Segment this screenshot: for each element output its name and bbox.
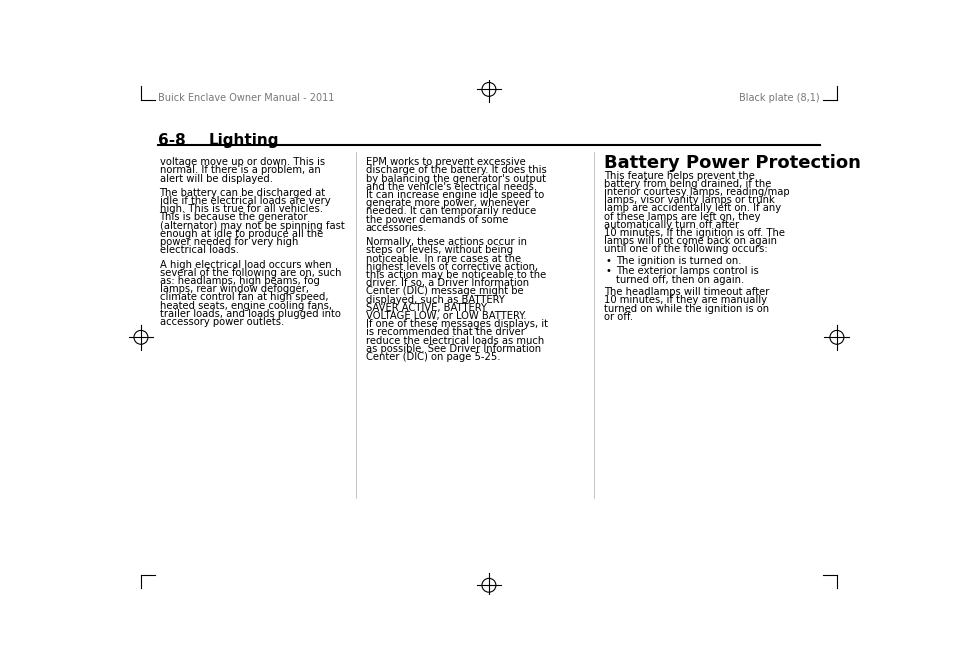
Text: or off.: or off. (603, 312, 632, 322)
Text: lamps, rear window defogger,: lamps, rear window defogger, (159, 284, 308, 294)
Text: highest levels of corrective action,: highest levels of corrective action, (365, 262, 537, 272)
Text: normal. If there is a problem, an: normal. If there is a problem, an (159, 166, 320, 176)
Text: Normally, these actions occur in: Normally, these actions occur in (365, 237, 526, 247)
Text: 10 minutes, if they are manually: 10 minutes, if they are manually (603, 295, 766, 305)
Text: battery from being drained, if the: battery from being drained, if the (603, 179, 770, 189)
Text: lamps will not come back on again: lamps will not come back on again (603, 236, 776, 246)
Text: several of the following are on, such: several of the following are on, such (159, 268, 340, 278)
Text: as possible. See Driver Information: as possible. See Driver Information (365, 344, 540, 354)
Text: VOLTAGE LOW, or LOW BATTERY.: VOLTAGE LOW, or LOW BATTERY. (365, 311, 526, 321)
Text: accessory power outlets.: accessory power outlets. (159, 317, 283, 327)
Text: as: headlamps, high beams, fog: as: headlamps, high beams, fog (159, 276, 319, 286)
Text: power needed for very high: power needed for very high (159, 237, 297, 247)
Text: alert will be displayed.: alert will be displayed. (159, 174, 273, 184)
Text: lamps, visor vanity lamps or trunk: lamps, visor vanity lamps or trunk (603, 195, 774, 205)
Text: and the vehicle's electrical needs.: and the vehicle's electrical needs. (365, 182, 537, 192)
Text: Center (DIC) on page 5-25.: Center (DIC) on page 5-25. (365, 352, 499, 362)
Text: displayed, such as BATTERY: displayed, such as BATTERY (365, 295, 504, 305)
Text: of these lamps are left on, they: of these lamps are left on, they (603, 212, 760, 222)
Text: voltage move up or down. This is: voltage move up or down. This is (159, 157, 324, 167)
Text: The ignition is turned on.: The ignition is turned on. (616, 256, 740, 266)
Text: trailer loads, and loads plugged into: trailer loads, and loads plugged into (159, 309, 340, 319)
Text: turned on while the ignition is on: turned on while the ignition is on (603, 304, 768, 314)
Text: If one of these messages displays, it: If one of these messages displays, it (365, 319, 547, 329)
Text: •: • (605, 267, 611, 277)
Text: (alternator) may not be spinning fast: (alternator) may not be spinning fast (159, 220, 344, 230)
Text: steps or levels, without being: steps or levels, without being (365, 245, 513, 255)
Text: generate more power, whenever: generate more power, whenever (365, 198, 528, 208)
Text: climate control fan at high speed,: climate control fan at high speed, (159, 293, 328, 303)
Text: idle if the electrical loads are very: idle if the electrical loads are very (159, 196, 330, 206)
Text: reduce the electrical loads as much: reduce the electrical loads as much (365, 335, 543, 345)
Text: Buick Enclave Owner Manual - 2011: Buick Enclave Owner Manual - 2011 (158, 94, 334, 104)
Text: Battery Power Protection: Battery Power Protection (603, 154, 860, 172)
Text: is recommended that the driver: is recommended that the driver (365, 327, 524, 337)
Text: noticeable. In rare cases at the: noticeable. In rare cases at the (365, 254, 520, 263)
Text: accessories.: accessories. (365, 223, 427, 233)
Text: electrical loads.: electrical loads. (159, 245, 238, 255)
Text: The exterior lamps control is: The exterior lamps control is (616, 267, 758, 277)
Text: heated seats, engine cooling fans,: heated seats, engine cooling fans, (159, 301, 332, 311)
Text: interior courtesy lamps, reading/map: interior courtesy lamps, reading/map (603, 187, 788, 197)
Text: driver. If so, a Driver Information: driver. If so, a Driver Information (365, 278, 528, 288)
Text: until one of the following occurs:: until one of the following occurs: (603, 244, 766, 255)
Text: 10 minutes, if the ignition is off. The: 10 minutes, if the ignition is off. The (603, 228, 783, 238)
Text: discharge of the battery. It does this: discharge of the battery. It does this (365, 166, 546, 176)
Text: lamp are accidentally left on. If any: lamp are accidentally left on. If any (603, 204, 780, 213)
Text: SAVER ACTIVE, BATTERY: SAVER ACTIVE, BATTERY (365, 303, 486, 313)
Text: needed. It can temporarily reduce: needed. It can temporarily reduce (365, 206, 536, 216)
Text: automatically turn off after: automatically turn off after (603, 220, 738, 230)
Text: This is because the generator: This is because the generator (159, 212, 308, 222)
Text: this action may be noticeable to the: this action may be noticeable to the (365, 270, 545, 280)
Text: 6-8: 6-8 (158, 132, 186, 148)
Text: turned off, then on again.: turned off, then on again. (616, 275, 743, 285)
Text: by balancing the generator's output: by balancing the generator's output (365, 174, 545, 184)
Text: EPM works to prevent excessive: EPM works to prevent excessive (365, 157, 525, 167)
Text: high. This is true for all vehicles.: high. This is true for all vehicles. (159, 204, 322, 214)
Text: The headlamps will timeout after: The headlamps will timeout after (603, 287, 768, 297)
Text: the power demands of some: the power demands of some (365, 214, 508, 224)
Text: The battery can be discharged at: The battery can be discharged at (159, 188, 325, 198)
Text: Center (DIC) message might be: Center (DIC) message might be (365, 287, 523, 297)
Text: enough at idle to produce all the: enough at idle to produce all the (159, 229, 322, 239)
Text: This feature helps prevent the: This feature helps prevent the (603, 170, 754, 180)
Text: Black plate (8,1): Black plate (8,1) (739, 94, 819, 104)
Text: It can increase engine idle speed to: It can increase engine idle speed to (365, 190, 543, 200)
Text: •: • (605, 256, 611, 266)
Text: A high electrical load occurs when: A high electrical load occurs when (159, 260, 331, 270)
Text: Lighting: Lighting (208, 132, 278, 148)
